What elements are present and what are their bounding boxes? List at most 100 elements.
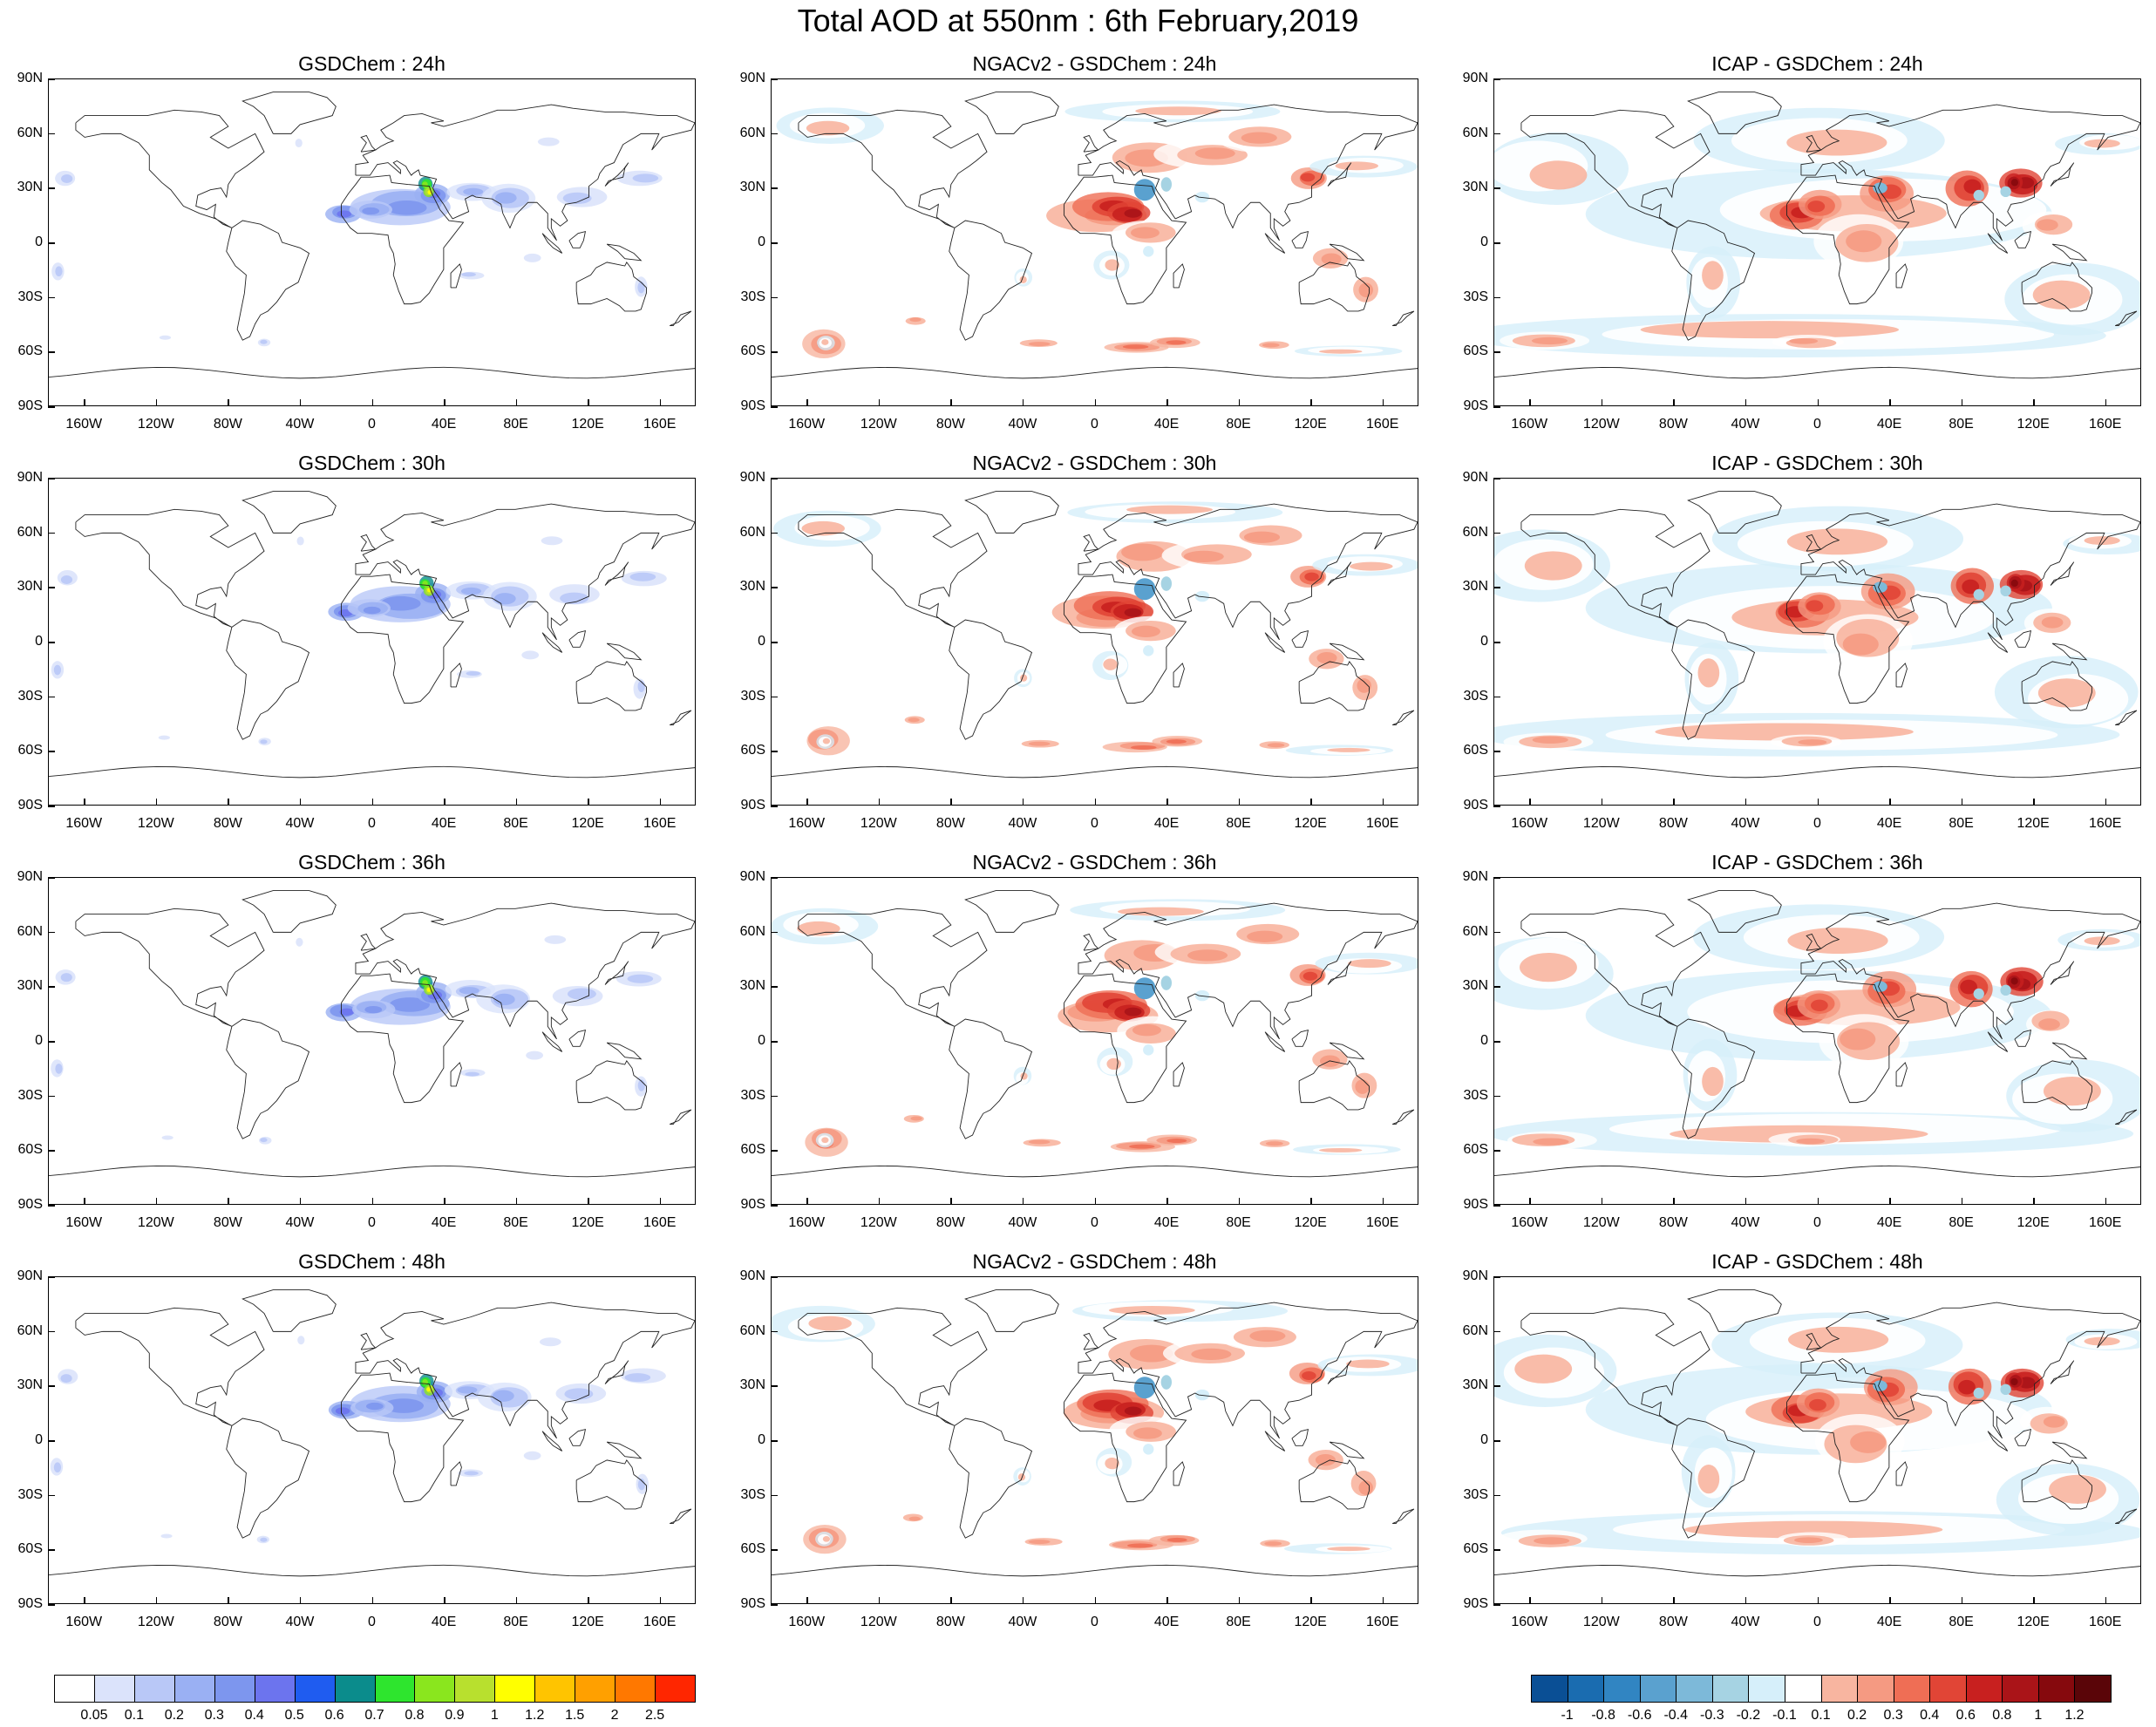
map-frame [48, 478, 696, 806]
latitude-label: 0 [1480, 634, 1488, 649]
latitude-label: 60N [17, 524, 43, 540]
aod-field-patch [1786, 129, 1887, 156]
map-panel: NGACv2 - GSDChem : 30h [771, 452, 1418, 840]
colorbar-swatch [2037, 1675, 2076, 1703]
aod-field-patch [1132, 1024, 1161, 1037]
antarctica-coastline [1494, 1165, 2140, 1178]
longitude-tick [1166, 1597, 1168, 1604]
map-field [1494, 92, 2140, 379]
latitude-tick [1493, 1440, 1500, 1442]
aod-field-patch [526, 1050, 543, 1060]
longitude-label: 160E [2089, 1615, 2122, 1629]
longitude-tick [515, 1198, 518, 1205]
coastline [1064, 174, 1187, 305]
longitude-tick [659, 399, 662, 406]
longitude-tick [2033, 1597, 2035, 1604]
aod-field-patch [260, 739, 268, 745]
aod-field-patch [493, 593, 516, 605]
aod-field-patch [364, 1005, 383, 1014]
colorbar-swatch [655, 1675, 696, 1703]
latitude-tick [1493, 1095, 1500, 1098]
longitude-tick [299, 399, 302, 406]
colorbar-label: 0.05 [80, 1708, 108, 1723]
antarctica-coastline [772, 366, 1418, 379]
coastline [1298, 262, 1370, 312]
longitude-label: 40W [285, 417, 315, 432]
coastline [1327, 961, 1352, 985]
latitude-tick [771, 587, 778, 588]
longitude-label: 120E [2017, 1615, 2050, 1629]
aod-field-patch [161, 1135, 173, 1140]
longitude-tick [1961, 799, 1963, 806]
longitude-tick [1817, 399, 1819, 406]
longitude-tick [1601, 399, 1603, 406]
longitude-tick [444, 799, 445, 806]
coastline [1083, 1332, 1099, 1350]
latitude-label: 0 [35, 235, 43, 249]
antarctica-coastline [49, 366, 695, 379]
aod-field-patch [637, 1479, 646, 1491]
aod-field-patch [1850, 1431, 1887, 1453]
coastline [75, 508, 265, 628]
colorbar-swatch [575, 1675, 616, 1703]
coastline [1298, 1459, 1370, 1510]
coastline [241, 92, 337, 134]
coastline [1800, 104, 2140, 241]
latitude-tick [771, 1041, 778, 1043]
longitude-label: 120E [2017, 1215, 2050, 1230]
latitude-tick [771, 532, 778, 534]
latitude-label: 30S [1463, 289, 1488, 304]
coastline [1291, 629, 1309, 648]
longitude-label: 160E [2089, 1215, 2122, 1230]
aod-field-patch [1103, 658, 1118, 670]
coastline [568, 1029, 587, 1047]
negative-difference-patch [1160, 1375, 1173, 1390]
colorbar-swatch [534, 1675, 576, 1703]
longitude-label: 120W [1582, 1215, 1620, 1230]
longitude-tick [1817, 1597, 1819, 1604]
latitude-tick [48, 242, 55, 244]
aod-field-patch [1319, 349, 1363, 354]
coastline [360, 134, 377, 153]
negative-difference-patch [1160, 576, 1173, 591]
longitude-tick [1310, 1597, 1312, 1604]
latitude-label: 0 [35, 1432, 43, 1447]
longitude-tick [806, 1198, 808, 1205]
panel-title: NGACv2 - GSDChem : 36h [972, 851, 1217, 874]
aod-field-patch [1315, 1454, 1336, 1466]
coastline [1392, 1508, 1415, 1525]
longitude-tick [371, 1597, 373, 1604]
latitude-tick [1493, 1604, 1500, 1606]
map-panel: ICAP - GSDChem : 24h [1493, 52, 2141, 441]
aod-field-patch [1124, 1007, 1142, 1016]
aod-field-patch [1108, 1306, 1195, 1315]
latitude-label: 0 [35, 1033, 43, 1048]
aod-field-patch [53, 664, 62, 676]
coastline [1671, 220, 1756, 341]
map-field [1494, 1289, 2140, 1577]
difference-colorbar: -1 -0.8 -0.6 -0.4 -0.3 -0.2 -0.1 0.1 0.2 0.3 0.4 0.… [1531, 1675, 2112, 1727]
longitude-label: 40E [431, 816, 457, 831]
coastline [2050, 1360, 2075, 1384]
longitude-tick [588, 1597, 589, 1604]
latitude-tick [1493, 406, 1500, 408]
aod-field-patch [1842, 633, 1879, 656]
latitude-label: 60S [740, 1142, 765, 1158]
longitude-label: 0 [368, 1615, 376, 1629]
map-field [1494, 491, 2140, 779]
latitude-label: 30S [1463, 1087, 1488, 1103]
aod-field-patch [1683, 1520, 1943, 1539]
longitude-label: 80W [935, 816, 965, 831]
coastline [1064, 973, 1187, 1104]
latitude-tick [1493, 133, 1500, 135]
longitude-label: 0 [1813, 816, 1821, 831]
coastline [1064, 574, 1187, 704]
aod-field-patch [1316, 652, 1337, 664]
coastline [1264, 1431, 1286, 1452]
aod-field-patch [60, 575, 73, 584]
coastline [355, 902, 695, 1040]
coastline [798, 508, 988, 628]
latitude-tick [1493, 1041, 1500, 1043]
aod-field-patch [61, 174, 73, 184]
latitude-label: 0 [758, 634, 765, 649]
